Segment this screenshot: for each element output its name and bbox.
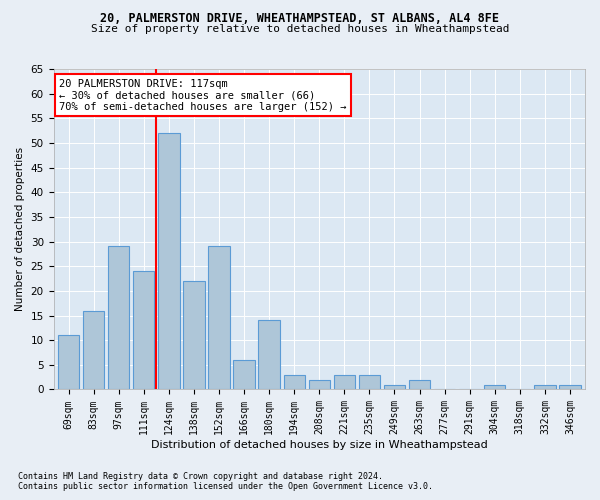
- Bar: [534, 384, 556, 390]
- Bar: [484, 384, 505, 390]
- Bar: [208, 246, 230, 390]
- Text: Contains public sector information licensed under the Open Government Licence v3: Contains public sector information licen…: [18, 482, 433, 491]
- Bar: [384, 384, 405, 390]
- Bar: [58, 335, 79, 390]
- Bar: [183, 281, 205, 390]
- Text: Size of property relative to detached houses in Wheathampstead: Size of property relative to detached ho…: [91, 24, 509, 34]
- Text: Contains HM Land Registry data © Crown copyright and database right 2024.: Contains HM Land Registry data © Crown c…: [18, 472, 383, 481]
- Bar: [409, 380, 430, 390]
- Bar: [108, 246, 130, 390]
- Bar: [259, 320, 280, 390]
- X-axis label: Distribution of detached houses by size in Wheathampstead: Distribution of detached houses by size …: [151, 440, 488, 450]
- Bar: [308, 380, 330, 390]
- Bar: [233, 360, 255, 390]
- Bar: [158, 133, 179, 390]
- Bar: [559, 384, 581, 390]
- Bar: [83, 310, 104, 390]
- Text: 20 PALMERSTON DRIVE: 117sqm
← 30% of detached houses are smaller (66)
70% of sem: 20 PALMERSTON DRIVE: 117sqm ← 30% of det…: [59, 78, 346, 112]
- Bar: [284, 374, 305, 390]
- Bar: [359, 374, 380, 390]
- Y-axis label: Number of detached properties: Number of detached properties: [15, 147, 25, 312]
- Bar: [334, 374, 355, 390]
- Text: 20, PALMERSTON DRIVE, WHEATHAMPSTEAD, ST ALBANS, AL4 8FE: 20, PALMERSTON DRIVE, WHEATHAMPSTEAD, ST…: [101, 12, 499, 26]
- Bar: [133, 271, 154, 390]
